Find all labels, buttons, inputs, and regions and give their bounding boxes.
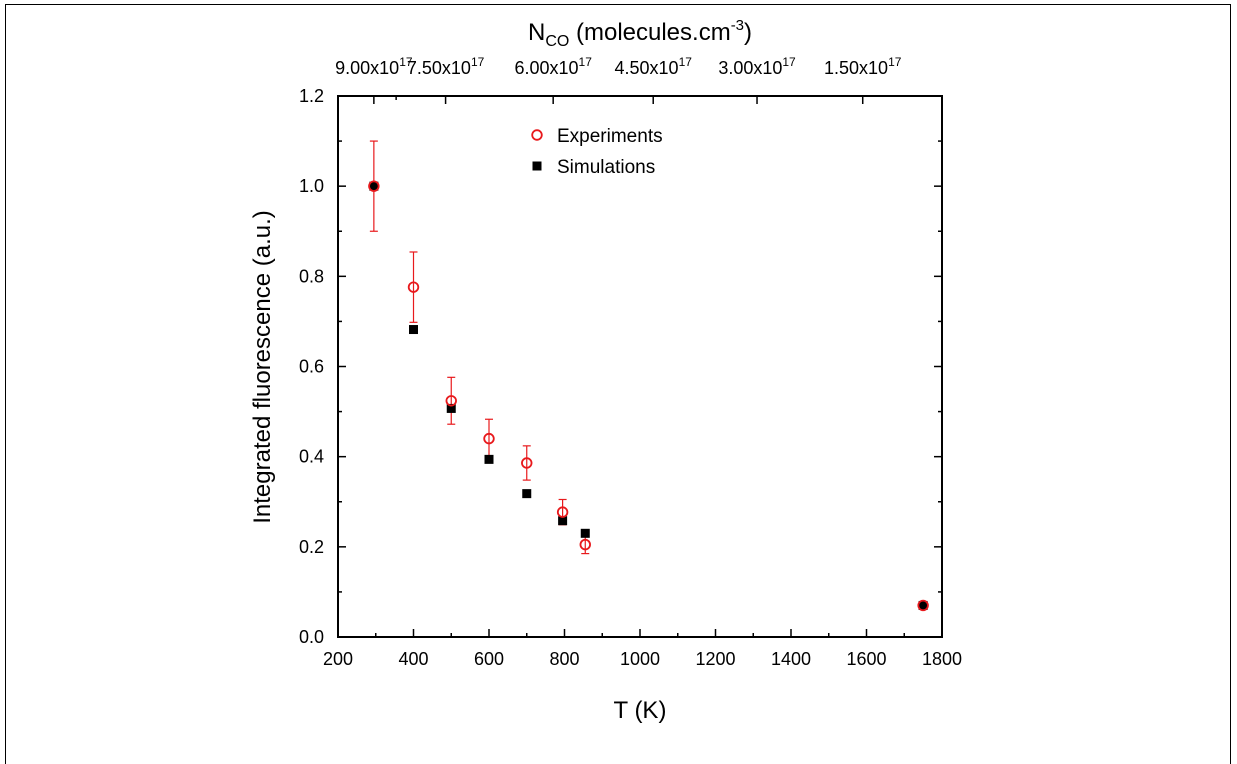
- top-axis-label-sub: CO: [545, 33, 569, 50]
- simulation-point: [446, 403, 456, 413]
- marks: [368, 140, 929, 612]
- top-tick-mantissa: 3.00x10: [718, 58, 782, 78]
- top-tick-mantissa: 7.50x10: [407, 58, 471, 78]
- simulation-point: [918, 600, 928, 610]
- simulation-point: [580, 528, 590, 538]
- top-tick-mantissa: 9.00x10: [335, 58, 399, 78]
- top-tick-mantissa: 1.50x10: [824, 58, 888, 78]
- simulation-point: [409, 325, 418, 335]
- x-tick-label: 1800: [922, 649, 962, 669]
- top-tick-mantissa: 6.00x10: [514, 58, 578, 78]
- top-tick-exponent: 17: [579, 55, 593, 69]
- top-axis-label-sup: -3: [731, 17, 744, 34]
- experiment-point: [917, 599, 929, 612]
- top-axis-label-close: ): [744, 19, 752, 46]
- legend: Experiments Simulations: [531, 126, 663, 178]
- experiment-point: [521, 457, 533, 469]
- top-tick-label: 1.50x1017: [824, 55, 902, 78]
- x-tick-label: 1400: [771, 649, 811, 669]
- experiment-point: [483, 432, 495, 445]
- x-tick-label: 400: [398, 649, 428, 669]
- top-tick-exponent: 17: [471, 55, 485, 69]
- ticks: 200 400 600 800 1000 1200 1400 1600 1800 0.0 0.2 0.…: [299, 55, 962, 669]
- top-tick-label: 3.00x1017: [718, 55, 796, 78]
- simulation-point: [522, 489, 532, 499]
- y-tick-label: 1.2: [299, 86, 324, 106]
- y-tick-label: 0.6: [299, 357, 324, 377]
- legend-label-experiments: Experiments: [557, 126, 663, 147]
- top-tick-label: 9.00x1017: [335, 55, 413, 78]
- x-tick-label: 800: [549, 649, 579, 669]
- legend-marker-experiments: [531, 129, 543, 141]
- x-axis-label: T (K): [614, 697, 667, 724]
- simulation-point: [484, 454, 494, 464]
- experiment-point: [368, 180, 380, 192]
- top-tick-label: 4.50x1017: [615, 55, 693, 78]
- y-tick-label: 1.0: [299, 176, 324, 196]
- simulation-point: [369, 181, 379, 191]
- top-tick-exponent: 17: [399, 55, 413, 69]
- x-tick-label: 1000: [620, 649, 660, 669]
- top-tick-label: 6.00x1017: [514, 55, 592, 78]
- y-tick-label: 0.4: [299, 447, 324, 467]
- top-tick-exponent: 17: [888, 55, 902, 69]
- experiment-point: [556, 506, 569, 518]
- legend-label-simulations: Simulations: [557, 157, 655, 178]
- x-tick-label: 1200: [695, 649, 735, 669]
- x-tick-label: 200: [323, 649, 353, 669]
- top-tick-exponent: 17: [782, 55, 796, 69]
- experiment-point: [445, 395, 457, 407]
- y-tick-label: 0.0: [299, 627, 324, 647]
- experiment-point: [579, 538, 591, 551]
- experiment-point: [407, 281, 420, 293]
- simulation-point: [558, 516, 568, 526]
- y-tick-label: 0.8: [299, 266, 324, 286]
- x-tick-label: 600: [474, 649, 504, 669]
- y-tick-label: 0.2: [299, 537, 324, 557]
- legend-marker-simulations: [532, 161, 542, 171]
- top-tick-exponent: 17: [679, 55, 693, 69]
- top-tick-label: 7.50x1017: [407, 55, 485, 78]
- top-tick-mantissa: 4.50x10: [615, 58, 679, 78]
- top-axis-label: NCO (molecules.cm-3): [528, 17, 752, 50]
- x-tick-label: 1600: [846, 649, 886, 669]
- top-axis-label-main: N: [528, 19, 545, 46]
- y-axis-label: Integrated fluorescence (a.u.): [249, 210, 276, 524]
- top-axis-label-rest: (molecules.cm: [569, 19, 730, 46]
